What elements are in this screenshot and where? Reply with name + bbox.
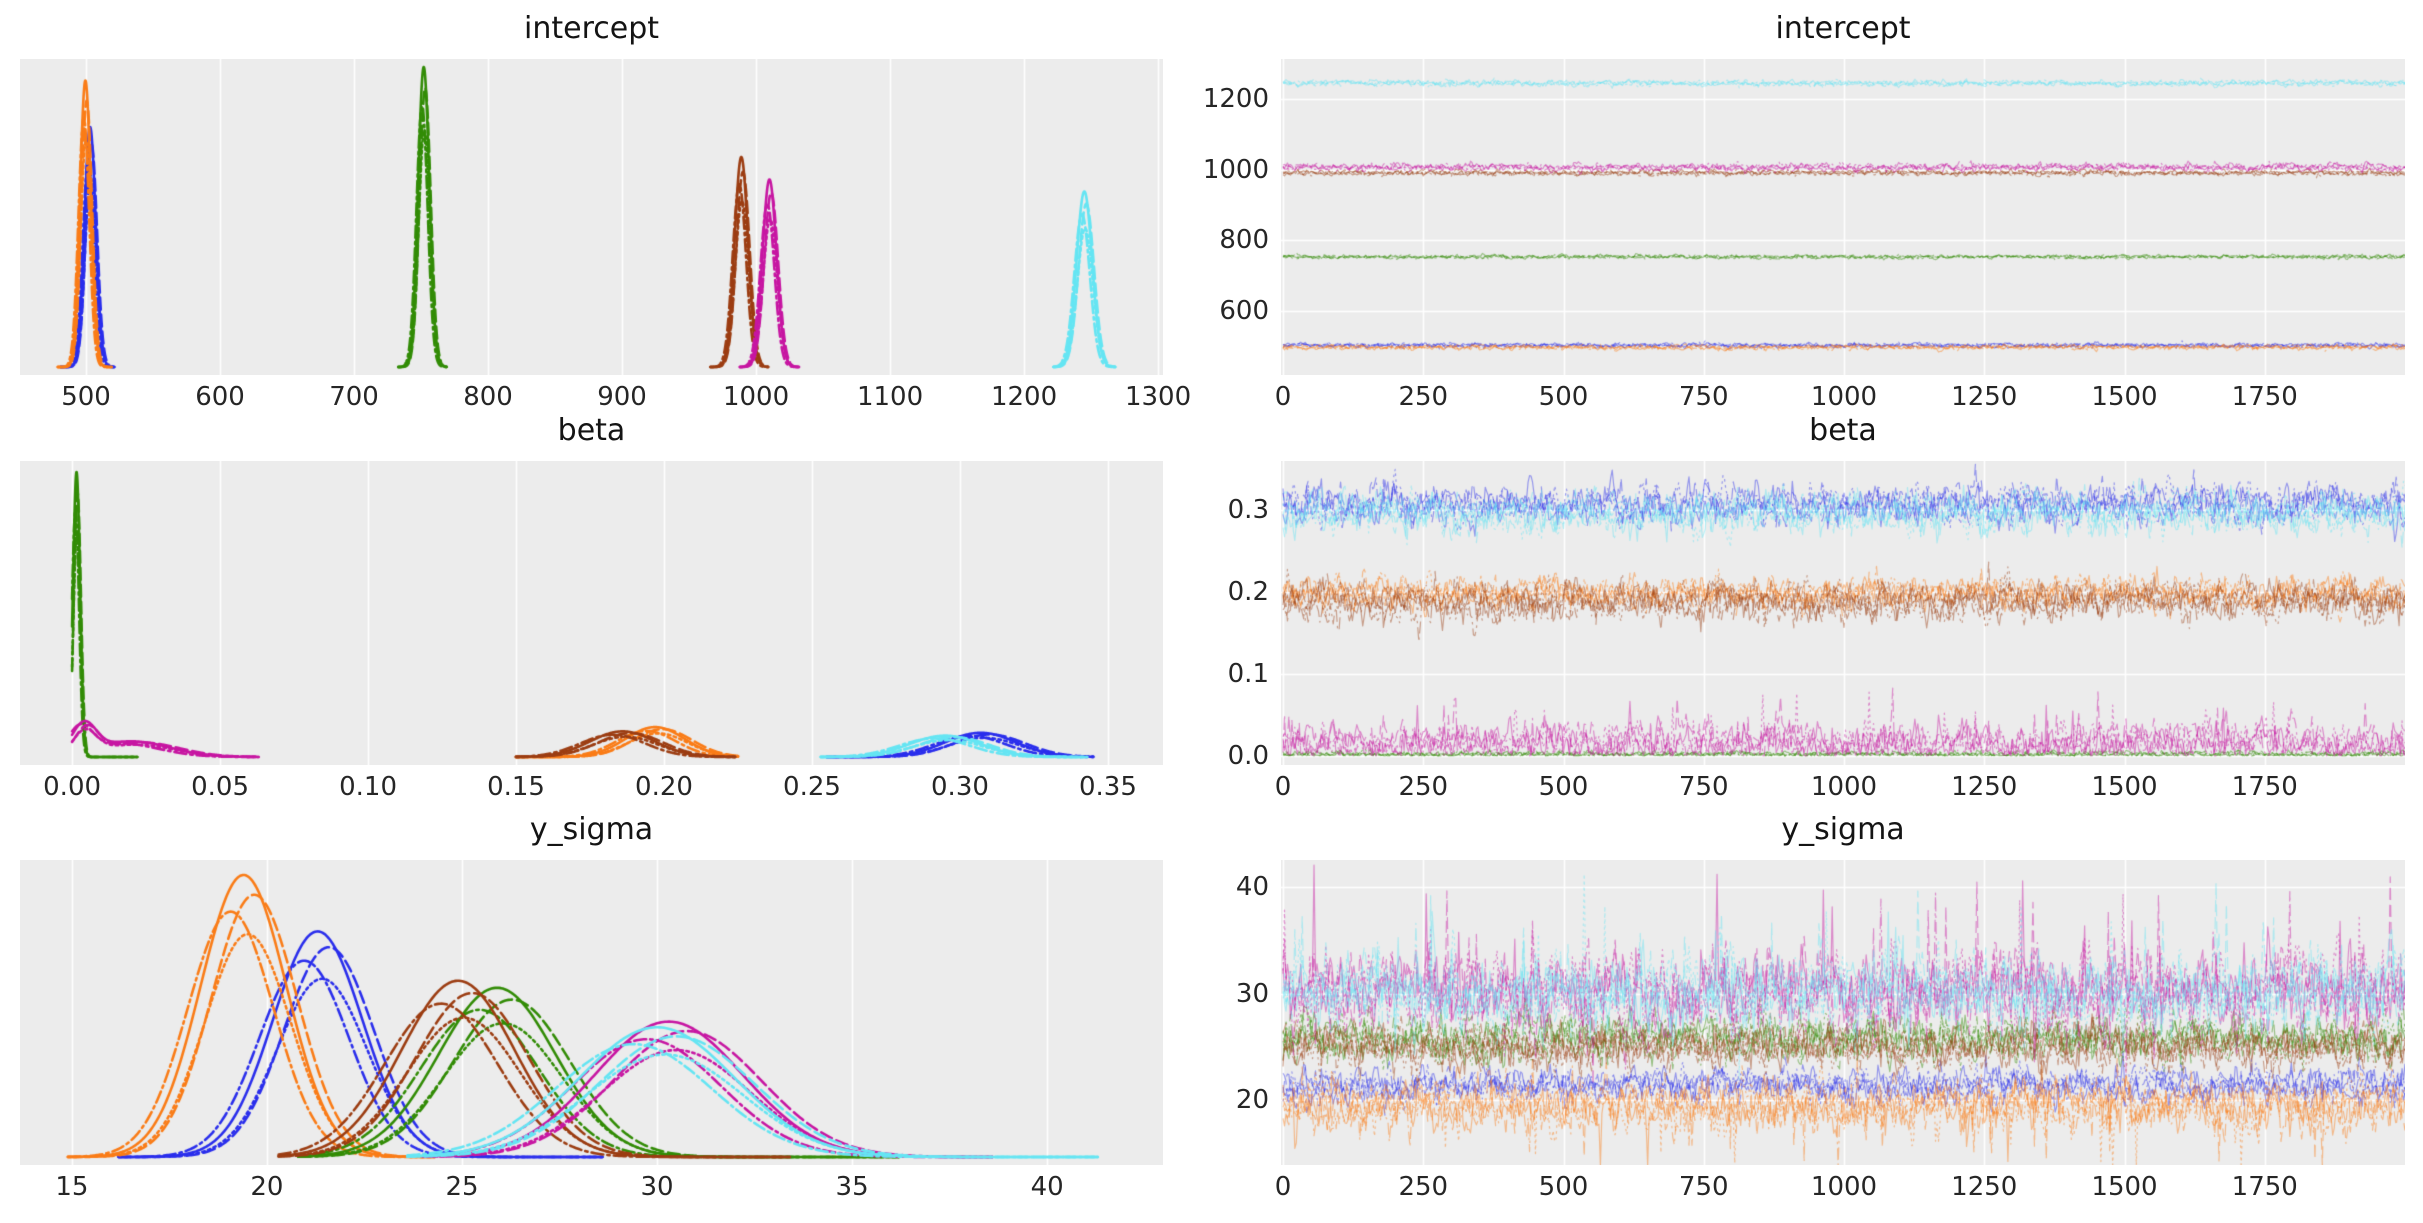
x-tick-label: 1750	[2231, 382, 2298, 412]
x-tick-label: 900	[597, 382, 647, 412]
x-tick-label: 0.30	[931, 772, 989, 802]
x-tick-label: 250	[1398, 382, 1449, 412]
x-tick-label: 250	[1398, 772, 1449, 802]
intercept-density-canvas	[20, 59, 1163, 375]
x-tick-label: 0.20	[635, 772, 693, 802]
x-tick-label: 500	[1538, 1172, 1589, 1202]
x-tick-label: 0.10	[339, 772, 397, 802]
y-tick-label: 800	[1219, 225, 1269, 256]
panel-y_sigma-trace: y_sigma 0 250 500 750 1000 1250 1500 1750 20 30 4…	[1236, 812, 2405, 1202]
x-tick-label: 0.35	[1078, 772, 1137, 802]
panel-title-intercept-trace: intercept	[1775, 11, 1911, 46]
x-tick-label: 0.15	[487, 772, 545, 802]
x-tick-label: 1000	[722, 382, 790, 412]
x-tick-label: 1250	[1951, 382, 2018, 412]
x-tick-label: 15	[55, 1172, 89, 1202]
x-tick-label: 1500	[2091, 1172, 2158, 1202]
y-tick-label: 600	[1219, 295, 1269, 326]
y-tick-label: 0.1	[1227, 658, 1269, 689]
y-tick-label: 0.0	[1227, 740, 1269, 771]
panel-title-y_sigma-trace: y_sigma	[1781, 812, 1905, 847]
y-tick-label: 20	[1235, 1085, 1269, 1116]
panel-intercept-density: intercept 500 600 700 800 900 1000 1100 1200 130…	[20, 11, 1191, 412]
beta-density-canvas	[20, 461, 1163, 765]
y_sigma-density-canvas	[20, 860, 1163, 1165]
x-tick-label: 800	[463, 382, 513, 412]
panel-title-intercept-density: intercept	[524, 11, 659, 46]
x-tick-label: 0.25	[783, 772, 841, 802]
panel-beta-trace: beta 0 250 500 750 1000 1250 1500 1750 0.0 0.1 0.…	[1228, 413, 2405, 802]
x-tick-label: 700	[329, 382, 379, 412]
panel-beta-density: beta 0.00 0.05 0.10 0.15 0.20 0.25 0.30 0.35	[20, 413, 1163, 802]
x-tick-label: 1200	[990, 382, 1058, 412]
x-tick-label: 1250	[1951, 772, 2018, 802]
panel-title-beta-density: beta	[557, 413, 626, 448]
panel-intercept-trace: intercept 0 250 500 750 1000 1250 1500 1750 600…	[1203, 11, 2405, 412]
y-tick-label: 0.2	[1227, 576, 1269, 607]
panel-title-beta-trace: beta	[1809, 413, 1877, 448]
x-tick-label: 0	[1274, 1172, 1292, 1202]
y-tick-label: 0.3	[1227, 494, 1269, 525]
x-tick-label: 1000	[1810, 772, 1878, 802]
x-tick-label: 1300	[1124, 382, 1192, 412]
x-tick-label: 0.05	[191, 772, 249, 802]
x-tick-label: 500	[1538, 382, 1589, 412]
x-tick-label: 500	[61, 382, 111, 412]
x-tick-label: 25	[445, 1172, 479, 1202]
y-tick-label: 1000	[1202, 154, 1269, 185]
y-tick-label: 40	[1235, 872, 1269, 903]
x-tick-label: 1000	[1810, 1172, 1878, 1202]
x-tick-label: 1750	[2231, 772, 2298, 802]
x-tick-label: 250	[1398, 1172, 1449, 1202]
intercept-trace-canvas	[1281, 59, 2405, 375]
x-tick-label: 750	[1678, 772, 1729, 802]
x-tick-label: 40	[1030, 1172, 1064, 1202]
x-tick-label: 500	[1538, 772, 1589, 802]
x-tick-label: 750	[1678, 1172, 1729, 1202]
y-tick-label: 30	[1235, 978, 1269, 1009]
x-tick-label: 35	[835, 1172, 869, 1202]
x-tick-label: 0	[1274, 772, 1292, 802]
y-tick-label: 1200	[1202, 83, 1269, 114]
panel-y_sigma-density: y_sigma 15 20 25 30 35 40	[20, 812, 1163, 1202]
x-tick-label: 0.00	[43, 772, 102, 802]
y_sigma-trace-canvas	[1281, 860, 2405, 1165]
x-tick-label: 1250	[1951, 1172, 2018, 1202]
x-tick-label: 1500	[2091, 382, 2158, 412]
beta-trace-canvas	[1281, 461, 2405, 765]
x-tick-label: 1750	[2231, 1172, 2298, 1202]
x-tick-label: 30	[640, 1172, 674, 1202]
x-tick-label: 750	[1678, 382, 1729, 412]
x-tick-label: 600	[195, 382, 245, 412]
x-tick-label: 0	[1274, 382, 1292, 412]
panel-title-y_sigma-density: y_sigma	[529, 812, 654, 847]
x-tick-label: 1500	[2091, 772, 2158, 802]
x-tick-label: 20	[250, 1172, 284, 1202]
x-tick-label: 1100	[856, 382, 924, 412]
x-tick-label: 1000	[1810, 382, 1878, 412]
